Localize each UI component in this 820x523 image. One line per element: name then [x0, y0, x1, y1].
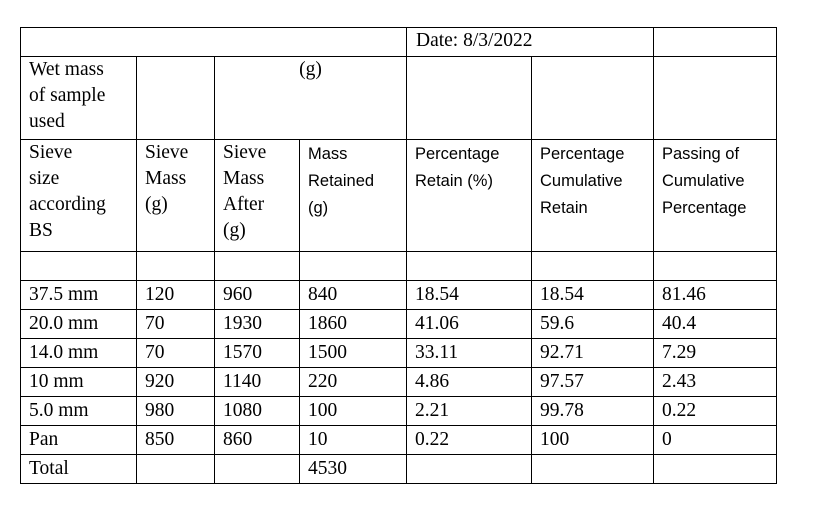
- passing-percentage-cell: 81.46: [653, 280, 777, 310]
- sieve-size-cell: 37.5 mm: [20, 280, 137, 310]
- sieve-mass-after-cell: 960: [214, 280, 300, 310]
- sieve-mass-cell: 120: [136, 280, 215, 310]
- wet-mass-blank: [653, 56, 777, 140]
- total-blank: [406, 454, 532, 484]
- table-row: Pan 850 860 10 0.22 100 0: [20, 425, 777, 455]
- percentage-retain-cell: 2.21: [406, 396, 532, 426]
- header-percentage-retain: Percentage Retain (%): [406, 139, 532, 252]
- sieve-size-cell: Pan: [20, 425, 137, 455]
- sieve-mass-cell: 70: [136, 338, 215, 368]
- table-row: 14.0 mm 70 1570 1500 33.11 92.71 7.29: [20, 338, 777, 368]
- sieve-mass-cell: 980: [136, 396, 215, 426]
- header-sieve-mass-after: Sieve Mass After (g): [214, 139, 300, 252]
- total-row: Total 4530: [20, 454, 777, 484]
- wet-mass-blank: [406, 56, 532, 140]
- spacer-cell: [20, 251, 137, 281]
- sieve-mass-after-cell: 1080: [214, 396, 300, 426]
- cumulative-retain-cell: 99.78: [531, 396, 654, 426]
- wet-mass-label: Wet mass of sample used: [20, 56, 137, 140]
- table-row: 10 mm 920 1140 220 4.86 97.57 2.43: [20, 367, 777, 397]
- wet-mass-blank: [531, 56, 654, 140]
- mass-retained-cell: 10: [299, 425, 407, 455]
- date-row-blank: [20, 27, 407, 57]
- wet-mass-row: Wet mass of sample used (g): [20, 56, 777, 140]
- header-cumulative-retain: Percentage Cumulative Retain: [531, 139, 654, 252]
- sieve-mass-cell: 70: [136, 309, 215, 339]
- passing-percentage-cell: 0.22: [653, 396, 777, 426]
- mass-retained-cell: 1500: [299, 338, 407, 368]
- table-row: 37.5 mm 120 960 840 18.54 18.54 81.46: [20, 280, 777, 310]
- header-sieve-size: Sieve size according BS: [20, 139, 137, 252]
- passing-percentage-cell: 0: [653, 425, 777, 455]
- passing-percentage-cell: 2.43: [653, 367, 777, 397]
- date-row-end-blank: [653, 27, 777, 57]
- total-blank: [653, 454, 777, 484]
- percentage-retain-cell: 41.06: [406, 309, 532, 339]
- percentage-retain-cell: 0.22: [406, 425, 532, 455]
- date-row: Date: 8/3/2022: [20, 27, 777, 57]
- cumulative-retain-cell: 97.57: [531, 367, 654, 397]
- total-label: Total: [20, 454, 137, 484]
- table-row: 20.0 mm 70 1930 1860 41.06 59.6 40.4: [20, 309, 777, 339]
- header-mass-retained: Mass Retained (g): [299, 139, 407, 252]
- total-blank: [214, 454, 300, 484]
- unit-label: (g): [214, 56, 407, 140]
- spacer-cell: [531, 251, 654, 281]
- sieve-mass-after-cell: 1570: [214, 338, 300, 368]
- spacer-row: [20, 251, 777, 281]
- column-header-row: Sieve size according BS Sieve Mass (g) S…: [20, 139, 777, 252]
- cumulative-retain-cell: 100: [531, 425, 654, 455]
- sieve-analysis-table: Date: 8/3/2022 Wet mass of sample used (…: [20, 27, 777, 484]
- sieve-size-cell: 5.0 mm: [20, 396, 137, 426]
- sieve-mass-after-cell: 1140: [214, 367, 300, 397]
- spacer-cell: [136, 251, 215, 281]
- percentage-retain-cell: 18.54: [406, 280, 532, 310]
- table-row: 5.0 mm 980 1080 100 2.21 99.78 0.22: [20, 396, 777, 426]
- sieve-mass-after-cell: 860: [214, 425, 300, 455]
- percentage-retain-cell: 33.11: [406, 338, 532, 368]
- sieve-size-cell: 20.0 mm: [20, 309, 137, 339]
- spacer-cell: [653, 251, 777, 281]
- mass-retained-cell: 1860: [299, 309, 407, 339]
- date-cell: Date: 8/3/2022: [406, 27, 654, 57]
- passing-percentage-cell: 40.4: [653, 309, 777, 339]
- sieve-mass-after-cell: 1930: [214, 309, 300, 339]
- header-sieve-mass: Sieve Mass (g): [136, 139, 215, 252]
- total-blank: [531, 454, 654, 484]
- cumulative-retain-cell: 18.54: [531, 280, 654, 310]
- mass-retained-cell: 220: [299, 367, 407, 397]
- wet-mass-blank: [136, 56, 215, 140]
- spacer-cell: [406, 251, 532, 281]
- sieve-mass-cell: 850: [136, 425, 215, 455]
- mass-retained-cell: 100: [299, 396, 407, 426]
- passing-percentage-cell: 7.29: [653, 338, 777, 368]
- sieve-size-cell: 10 mm: [20, 367, 137, 397]
- sieve-mass-cell: 920: [136, 367, 215, 397]
- sieve-size-cell: 14.0 mm: [20, 338, 137, 368]
- spacer-cell: [299, 251, 407, 281]
- cumulative-retain-cell: 59.6: [531, 309, 654, 339]
- total-blank: [136, 454, 215, 484]
- spacer-cell: [214, 251, 300, 281]
- percentage-retain-cell: 4.86: [406, 367, 532, 397]
- cumulative-retain-cell: 92.71: [531, 338, 654, 368]
- total-mass-retained: 4530: [299, 454, 407, 484]
- mass-retained-cell: 840: [299, 280, 407, 310]
- header-passing-percentage: Passing of Cumulative Percentage: [653, 139, 777, 252]
